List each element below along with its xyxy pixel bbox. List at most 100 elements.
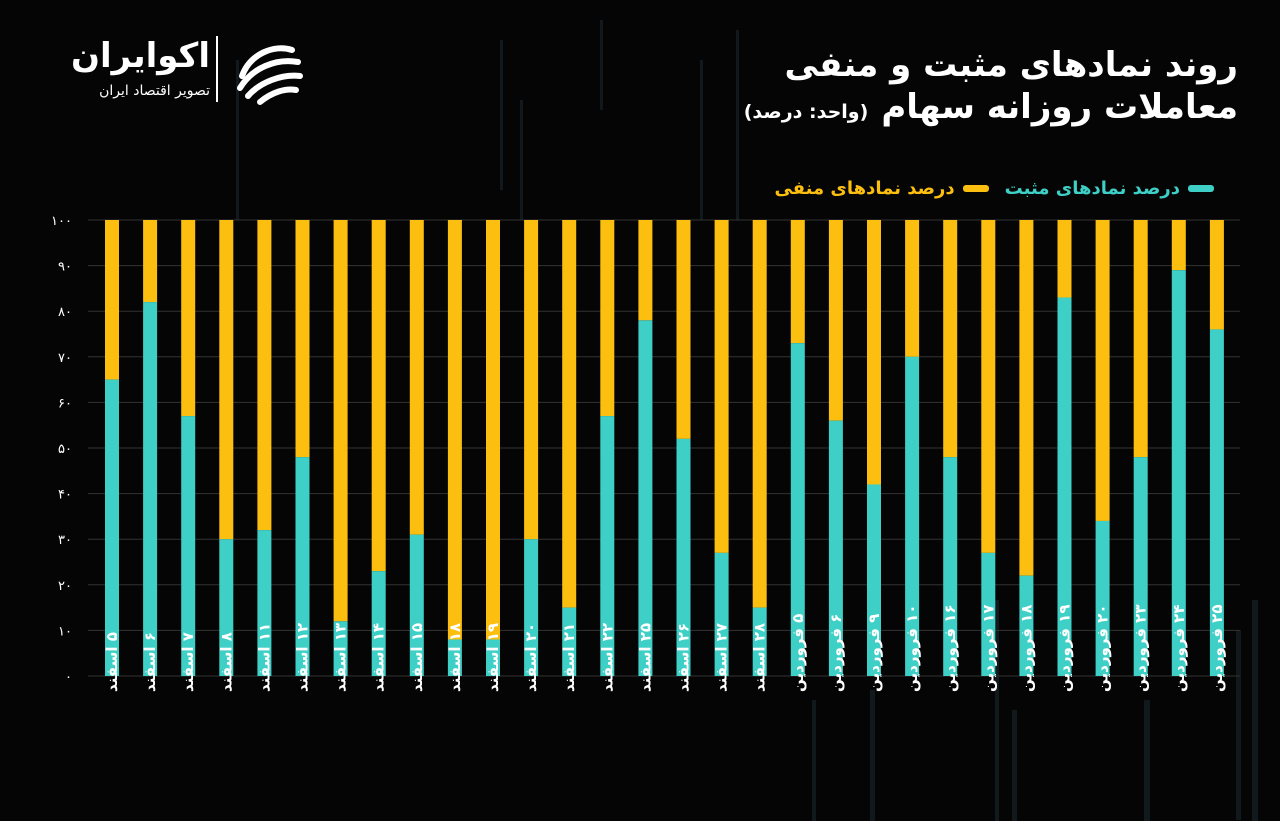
bar-positive [752, 607, 767, 676]
bar-positive [105, 379, 119, 676]
x-tick-label: ۵ فروردین [789, 614, 807, 692]
chart-title-line1: روند نمادهای مثبت و منفی [784, 45, 1238, 85]
bar-negative [790, 220, 805, 344]
y-tick-label: ۸۰ [58, 305, 72, 320]
x-tick-label: ۱۷ فروردین [979, 605, 997, 692]
x-tick-label: ۱۳ اسفند [332, 623, 350, 692]
bar-negative [143, 220, 158, 303]
bar-negative [409, 220, 424, 535]
y-tick-label: ۶۰ [58, 396, 72, 411]
bar-positive [943, 457, 958, 676]
bar-negative [867, 220, 881, 485]
y-tick-label: ۹۰ [58, 260, 72, 275]
y-tick-label: ۱۰ [58, 624, 72, 639]
bar-negative [181, 220, 196, 417]
x-tick-label: ۲۶ اسفند [675, 623, 693, 692]
bar-positive [1095, 520, 1110, 676]
bar-positive [181, 416, 196, 676]
bar-positive [143, 302, 158, 676]
x-tick-label: ۱۸ فروردین [1017, 605, 1035, 692]
x-tick-label: ۲۰ اسفند [522, 623, 540, 692]
x-tick-label: ۱۶ فروردین [941, 605, 959, 692]
bar-positive [333, 621, 348, 676]
bar-positive [1133, 457, 1148, 676]
bar-negative [447, 220, 462, 640]
x-tick-label: ۱۲ اسفند [294, 623, 312, 692]
bar-negative [257, 220, 272, 531]
y-tick-label: ۷۰ [58, 351, 72, 366]
x-tick-label: ۲۰ فروردین [1094, 605, 1112, 692]
x-tick-label: ۱۱ اسفند [255, 623, 273, 692]
legend-swatch-negative [962, 185, 989, 192]
y-tick-label: ۵۰ [58, 442, 72, 457]
bar-negative [295, 220, 310, 458]
bar-positive [409, 534, 424, 676]
legend-item-negative: درصد نمادهای منفی [774, 178, 989, 199]
bar-positive [486, 639, 500, 676]
x-tick-label: ۶ فروردین [827, 614, 845, 692]
bar-positive [828, 420, 843, 676]
bar-negative [333, 220, 348, 622]
bar-positive [638, 320, 653, 676]
bar-negative [981, 220, 996, 553]
bar-positive [905, 356, 920, 676]
x-tick-label: ۱۰ فروردین [903, 605, 921, 692]
bar-negative [752, 220, 767, 608]
bar-positive [371, 571, 386, 676]
x-tick-label: ۹ فروردین [865, 614, 883, 692]
y-tick-label: ۱۰۰ [51, 214, 72, 229]
bar-positive [257, 530, 272, 676]
bar-negative [486, 220, 500, 640]
bar-negative [1133, 220, 1148, 458]
bar-negative [524, 220, 539, 540]
bar-negative [562, 220, 577, 608]
bar-negative [1057, 220, 1072, 298]
bar-negative [638, 220, 653, 321]
bar-positive [1057, 297, 1072, 676]
bar-negative [1095, 220, 1110, 521]
bar-positive [1019, 575, 1034, 676]
legend-item-positive: درصد نمادهای مثبت [1005, 178, 1214, 199]
chart-title-block: روند نمادهای مثبت و منفی معاملات روزانه … [538, 44, 1238, 128]
bar-negative [1019, 220, 1034, 576]
bar-positive [1171, 270, 1186, 676]
y-tick-label: ۲۰ [58, 579, 72, 594]
bar-positive [524, 539, 539, 676]
legend-label-negative: درصد نمادهای منفی [774, 178, 955, 199]
y-tick-label: ۰ [65, 670, 72, 685]
x-tick-label: ۱۹ اسفند [484, 623, 502, 692]
bar-positive [714, 552, 729, 676]
legend-swatch-positive [1188, 185, 1214, 192]
x-tick-label: ۵ اسفند [103, 632, 121, 692]
x-tick-label: ۲۳ فروردین [1132, 605, 1150, 692]
bar-positive [295, 457, 310, 676]
bar-negative [1209, 220, 1224, 330]
bar-negative [943, 220, 958, 458]
bar-negative [714, 220, 729, 553]
logo-mark-icon [237, 45, 303, 105]
x-tick-label: ۱۹ فروردین [1056, 605, 1074, 692]
bar-positive [447, 639, 462, 676]
y-tick-label: ۴۰ [58, 488, 72, 503]
x-tick-label: ۱۸ اسفند [446, 623, 464, 692]
bar-positive [562, 607, 577, 676]
bar-negative [676, 220, 691, 439]
bar-positive [1209, 329, 1224, 676]
bar-negative [105, 220, 119, 380]
legend-label-positive: درصد نمادهای مثبت [1004, 178, 1180, 199]
x-tick-label: ۲۸ اسفند [751, 623, 769, 692]
x-tick-label: ۷ اسفند [179, 632, 197, 692]
bar-positive [981, 552, 996, 676]
x-tick-label: ۱۴ اسفند [370, 623, 388, 692]
x-tick-label: ۲۵ فروردین [1208, 605, 1226, 692]
unit-note: (واحد: درصد) [743, 101, 869, 123]
bar-negative [371, 220, 386, 572]
bar-positive [867, 484, 881, 676]
logo-name: اکوایران [71, 36, 210, 76]
logo: اکوایران تصویر اقتصاد ایران [50, 30, 320, 110]
bar-negative [1171, 220, 1186, 271]
logo-tagline: تصویر اقتصاد ایران [99, 83, 210, 99]
x-tick-label: ۱۵ اسفند [408, 623, 426, 692]
x-tick-label: ۸ اسفند [217, 632, 235, 692]
